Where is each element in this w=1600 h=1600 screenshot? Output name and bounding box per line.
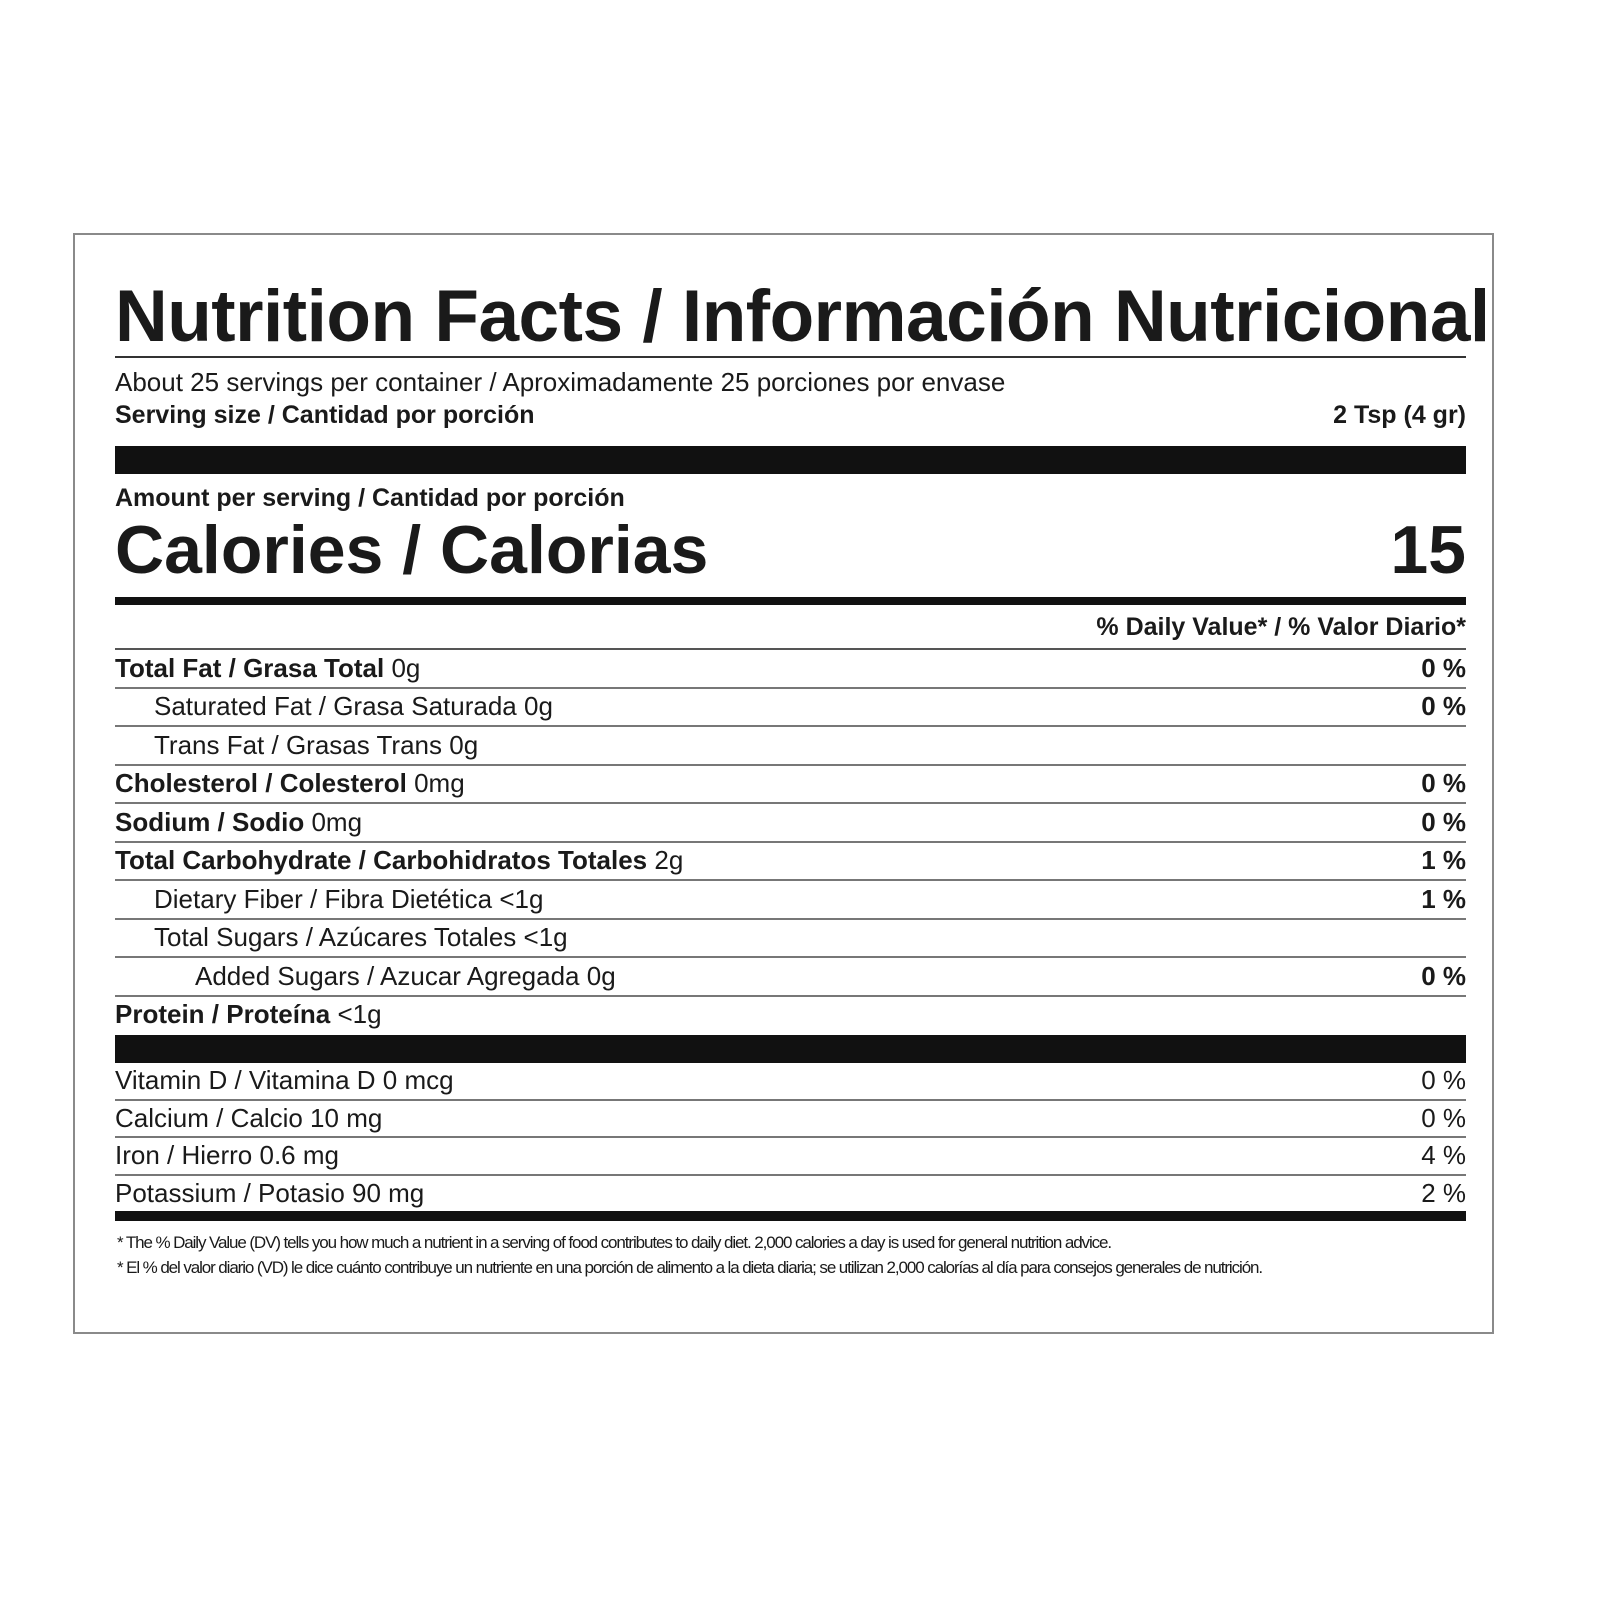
nutrient-name: Total Carbohydrate / Carbohidratos Total… [115, 845, 648, 876]
nutrient-list: Total Fat / Grasa Total 0g 0 % Saturated … [115, 648, 1466, 1033]
vitamin-dv: 0 % [1421, 1102, 1466, 1133]
nutrient-name: Sodium / Sodio [115, 806, 305, 837]
nutrient-dv: 0 % [1421, 691, 1466, 722]
nutrient-row-cholesterol: Cholesterol / Colesterol 0mg 0 % [115, 763, 1466, 803]
nutrient-dv: 0 % [1421, 768, 1466, 799]
nutrient-amount: <1g [523, 922, 568, 953]
nutrient-row-total-sugars: Total Sugars / Azúcares Totales <1g [115, 917, 1466, 957]
medium-divider [115, 1211, 1466, 1221]
nutrient-dv: 1 % [1421, 883, 1466, 914]
nutrient-row-added-sugars: Added Sugars / Azucar Agregada 0g 0 % [115, 956, 1466, 995]
nutrient-row-dietary-fiber: Dietary Fiber / Fibra Dietética <1g 1 % [115, 879, 1466, 918]
footnote-spanish: * El % del valor diario (VD) le dice cuá… [117, 1257, 1263, 1277]
nutrient-dv: 0 % [1421, 806, 1466, 837]
nutrient-amount: <1g [337, 999, 382, 1030]
nutrient-amount: 2g [654, 845, 684, 876]
serving-size-label: Serving size / Cantidad por porción [115, 401, 535, 429]
nutrient-row-protein: Protein / Proteína <1g [115, 994, 1466, 1034]
nutrient-row-trans-fat: Trans Fat / Grasas Trans 0g [115, 725, 1466, 764]
nutrient-dv: 0 % [1421, 960, 1466, 991]
calories-row: Calories / Calorias 15 [115, 510, 1466, 590]
nutrient-row-total-fat: Total Fat / Grasa Total 0g 0 % [115, 648, 1466, 687]
amount-per-serving: Amount per serving / Cantidad por porció… [115, 484, 625, 512]
vitamin-label: Potassium / Potasio 90 mg [115, 1177, 425, 1208]
vitamin-label: Vitamin D / Vitamina D 0 mcg [115, 1065, 454, 1096]
calories-value: 15 [1390, 512, 1466, 588]
serving-size-value: 2 Tsp (4 gr) [1333, 401, 1466, 429]
vitamin-row: Iron / Hierro 0.6 mg 4 % [115, 1138, 1466, 1176]
nutrient-amount: 0g [586, 960, 616, 991]
label-title: Nutrition Facts / Información Nutriciona… [115, 276, 1490, 357]
nutrient-name: Dietary Fiber / Fibra Dietética [154, 883, 493, 914]
nutrient-row-saturated-fat: Saturated Fat / Grasa Saturada 0g 0 % [115, 686, 1466, 726]
vitamin-dv: 4 % [1421, 1140, 1466, 1171]
nutrient-name: Saturated Fat / Grasa Saturada [154, 691, 517, 722]
vitamin-row: Vitamin D / Vitamina D 0 mcg 0 % [115, 1063, 1466, 1101]
vitamin-dv: 2 % [1421, 1177, 1466, 1208]
nutrient-amount: <1g [499, 883, 544, 914]
nutrient-amount: 0g [449, 729, 479, 760]
divider [115, 356, 1466, 358]
nutrient-dv: 0 % [1421, 652, 1466, 683]
vitamin-list: Vitamin D / Vitamina D 0 mcg 0 % Calcium … [115, 1063, 1466, 1211]
nutrient-amount: 0mg [311, 806, 363, 837]
nutrient-name: Total Fat / Grasa Total [115, 652, 385, 683]
medium-divider [115, 597, 1466, 605]
nutrient-name: Cholesterol / Colesterol [115, 768, 407, 799]
daily-value-header: % Daily Value* / % Valor Diario* [1096, 613, 1466, 641]
nutrient-dv: 1 % [1421, 845, 1466, 876]
thick-divider [115, 446, 1466, 474]
nutrient-row-total-carbohydrate: Total Carbohydrate / Carbohidratos Total… [115, 840, 1466, 880]
footnotes: * The % Daily Value (DV) tells you how m… [117, 1231, 1436, 1280]
nutrient-row-sodium: Sodium / Sodio 0mg 0 % [115, 802, 1466, 841]
serving-size: Serving size / Cantidad por porción 2 Ts… [115, 401, 1466, 430]
thick-divider [115, 1035, 1466, 1063]
vitamin-label: Calcium / Calcio 10 mg [115, 1102, 383, 1133]
vitamin-dv: 0 % [1421, 1065, 1466, 1096]
servings-per-container: About 25 servings per container / Aproxi… [115, 367, 1006, 397]
nutrient-name: Added Sugars / Azucar Agregada [195, 960, 580, 991]
nutrient-amount: 0g [391, 652, 421, 683]
nutrient-amount: 0g [524, 691, 553, 722]
nutrient-name: Protein / Proteína [115, 999, 331, 1030]
nutrient-name: Total Sugars / Azúcares Totales [154, 922, 517, 953]
nutrient-name: Trans Fat / Grasas Trans [154, 729, 443, 760]
vitamin-label: Iron / Hierro 0.6 mg [115, 1140, 339, 1171]
vitamin-row: Potassium / Potasio 90 mg 2 % [115, 1176, 1466, 1212]
nutrient-amount: 0mg [414, 768, 465, 799]
calories-label: Calories / Calorias [115, 512, 709, 588]
footnote-english: * The % Daily Value (DV) tells you how m… [117, 1233, 1112, 1252]
vitamin-row: Calcium / Calcio 10 mg 0 % [115, 1101, 1466, 1138]
nutrition-label: Nutrition Facts / Información Nutriciona… [73, 233, 1494, 1334]
